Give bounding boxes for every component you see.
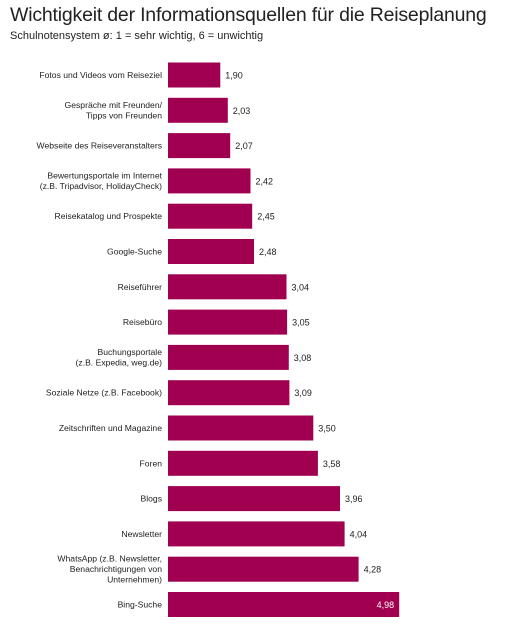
value-label: 2,42 xyxy=(256,176,274,186)
bar xyxy=(168,486,340,512)
category-label: Reiseführer xyxy=(118,282,163,292)
value-labels: 1,90 2,03 2,07 2,42 2,45 2,48 3,04 3,05 3,08 3,09… xyxy=(225,71,394,611)
bar xyxy=(168,97,228,123)
value-label: 2,07 xyxy=(235,141,253,151)
value-label: 2,03 xyxy=(233,106,251,116)
category-labels: Fotos und Videos vom Reiseziel Gespräche … xyxy=(37,70,163,610)
category-label: WhatsApp (z.B. Newsletter, Benachrichtigu… xyxy=(57,554,162,585)
bar xyxy=(168,62,221,88)
bar xyxy=(168,556,359,582)
value-label: 4,28 xyxy=(364,565,382,575)
bar xyxy=(168,380,290,406)
bar xyxy=(168,415,314,441)
value-label: 4,98 xyxy=(377,600,395,610)
value-label: 3,58 xyxy=(323,459,341,469)
category-label: Fotos und Videos vom Reiseziel xyxy=(39,70,162,80)
value-label: 3,08 xyxy=(294,353,312,363)
category-label: Buchungsportale (z.B. Expedia, weg.de) xyxy=(76,347,163,368)
bar xyxy=(168,344,289,370)
bar xyxy=(168,203,253,229)
bar xyxy=(168,168,251,194)
category-label: Reisebüro xyxy=(123,317,162,327)
value-label: 3,05 xyxy=(292,318,310,328)
value-label: 1,90 xyxy=(225,71,243,81)
value-label: 4,04 xyxy=(350,529,368,539)
bar xyxy=(168,274,287,300)
bar xyxy=(168,133,231,159)
bar xyxy=(168,309,288,335)
value-label: 3,96 xyxy=(345,494,363,504)
chart-subtitle: Schulnotensystem ø: 1 = sehr wichtig, 6 … xyxy=(10,30,264,42)
category-label: Zeitschriften und Magazine xyxy=(59,423,162,433)
bar xyxy=(168,450,318,476)
chart-title: Wichtigkeit der Informationsquellen für … xyxy=(10,4,487,26)
category-label: Reisekatalog und Prospekte xyxy=(55,211,163,221)
category-label: Bewertungsportale im Internet (z.B. Tripa… xyxy=(40,171,163,192)
value-label: 3,50 xyxy=(318,424,336,434)
category-label: Newsletter xyxy=(121,529,162,539)
bar xyxy=(168,521,345,547)
value-label: 2,45 xyxy=(257,212,275,222)
bars-layer xyxy=(168,62,400,617)
category-label: Soziale Netze (z.B. Facebook) xyxy=(46,388,162,398)
bar xyxy=(168,239,254,264)
category-label: Google-Suche xyxy=(107,247,162,257)
value-label: 3,09 xyxy=(294,388,312,398)
bar xyxy=(168,592,400,617)
category-label: Bing-Suche xyxy=(118,600,163,610)
category-label: Foren xyxy=(140,458,163,468)
value-label: 2,48 xyxy=(259,247,277,257)
category-label: Webseite des Reiseveranstalters xyxy=(37,141,162,151)
value-label: 3,04 xyxy=(292,282,310,292)
category-label: Blogs xyxy=(141,494,163,504)
category-label: Gespräche mit Freunden/Tipps von Freunde… xyxy=(65,100,163,121)
